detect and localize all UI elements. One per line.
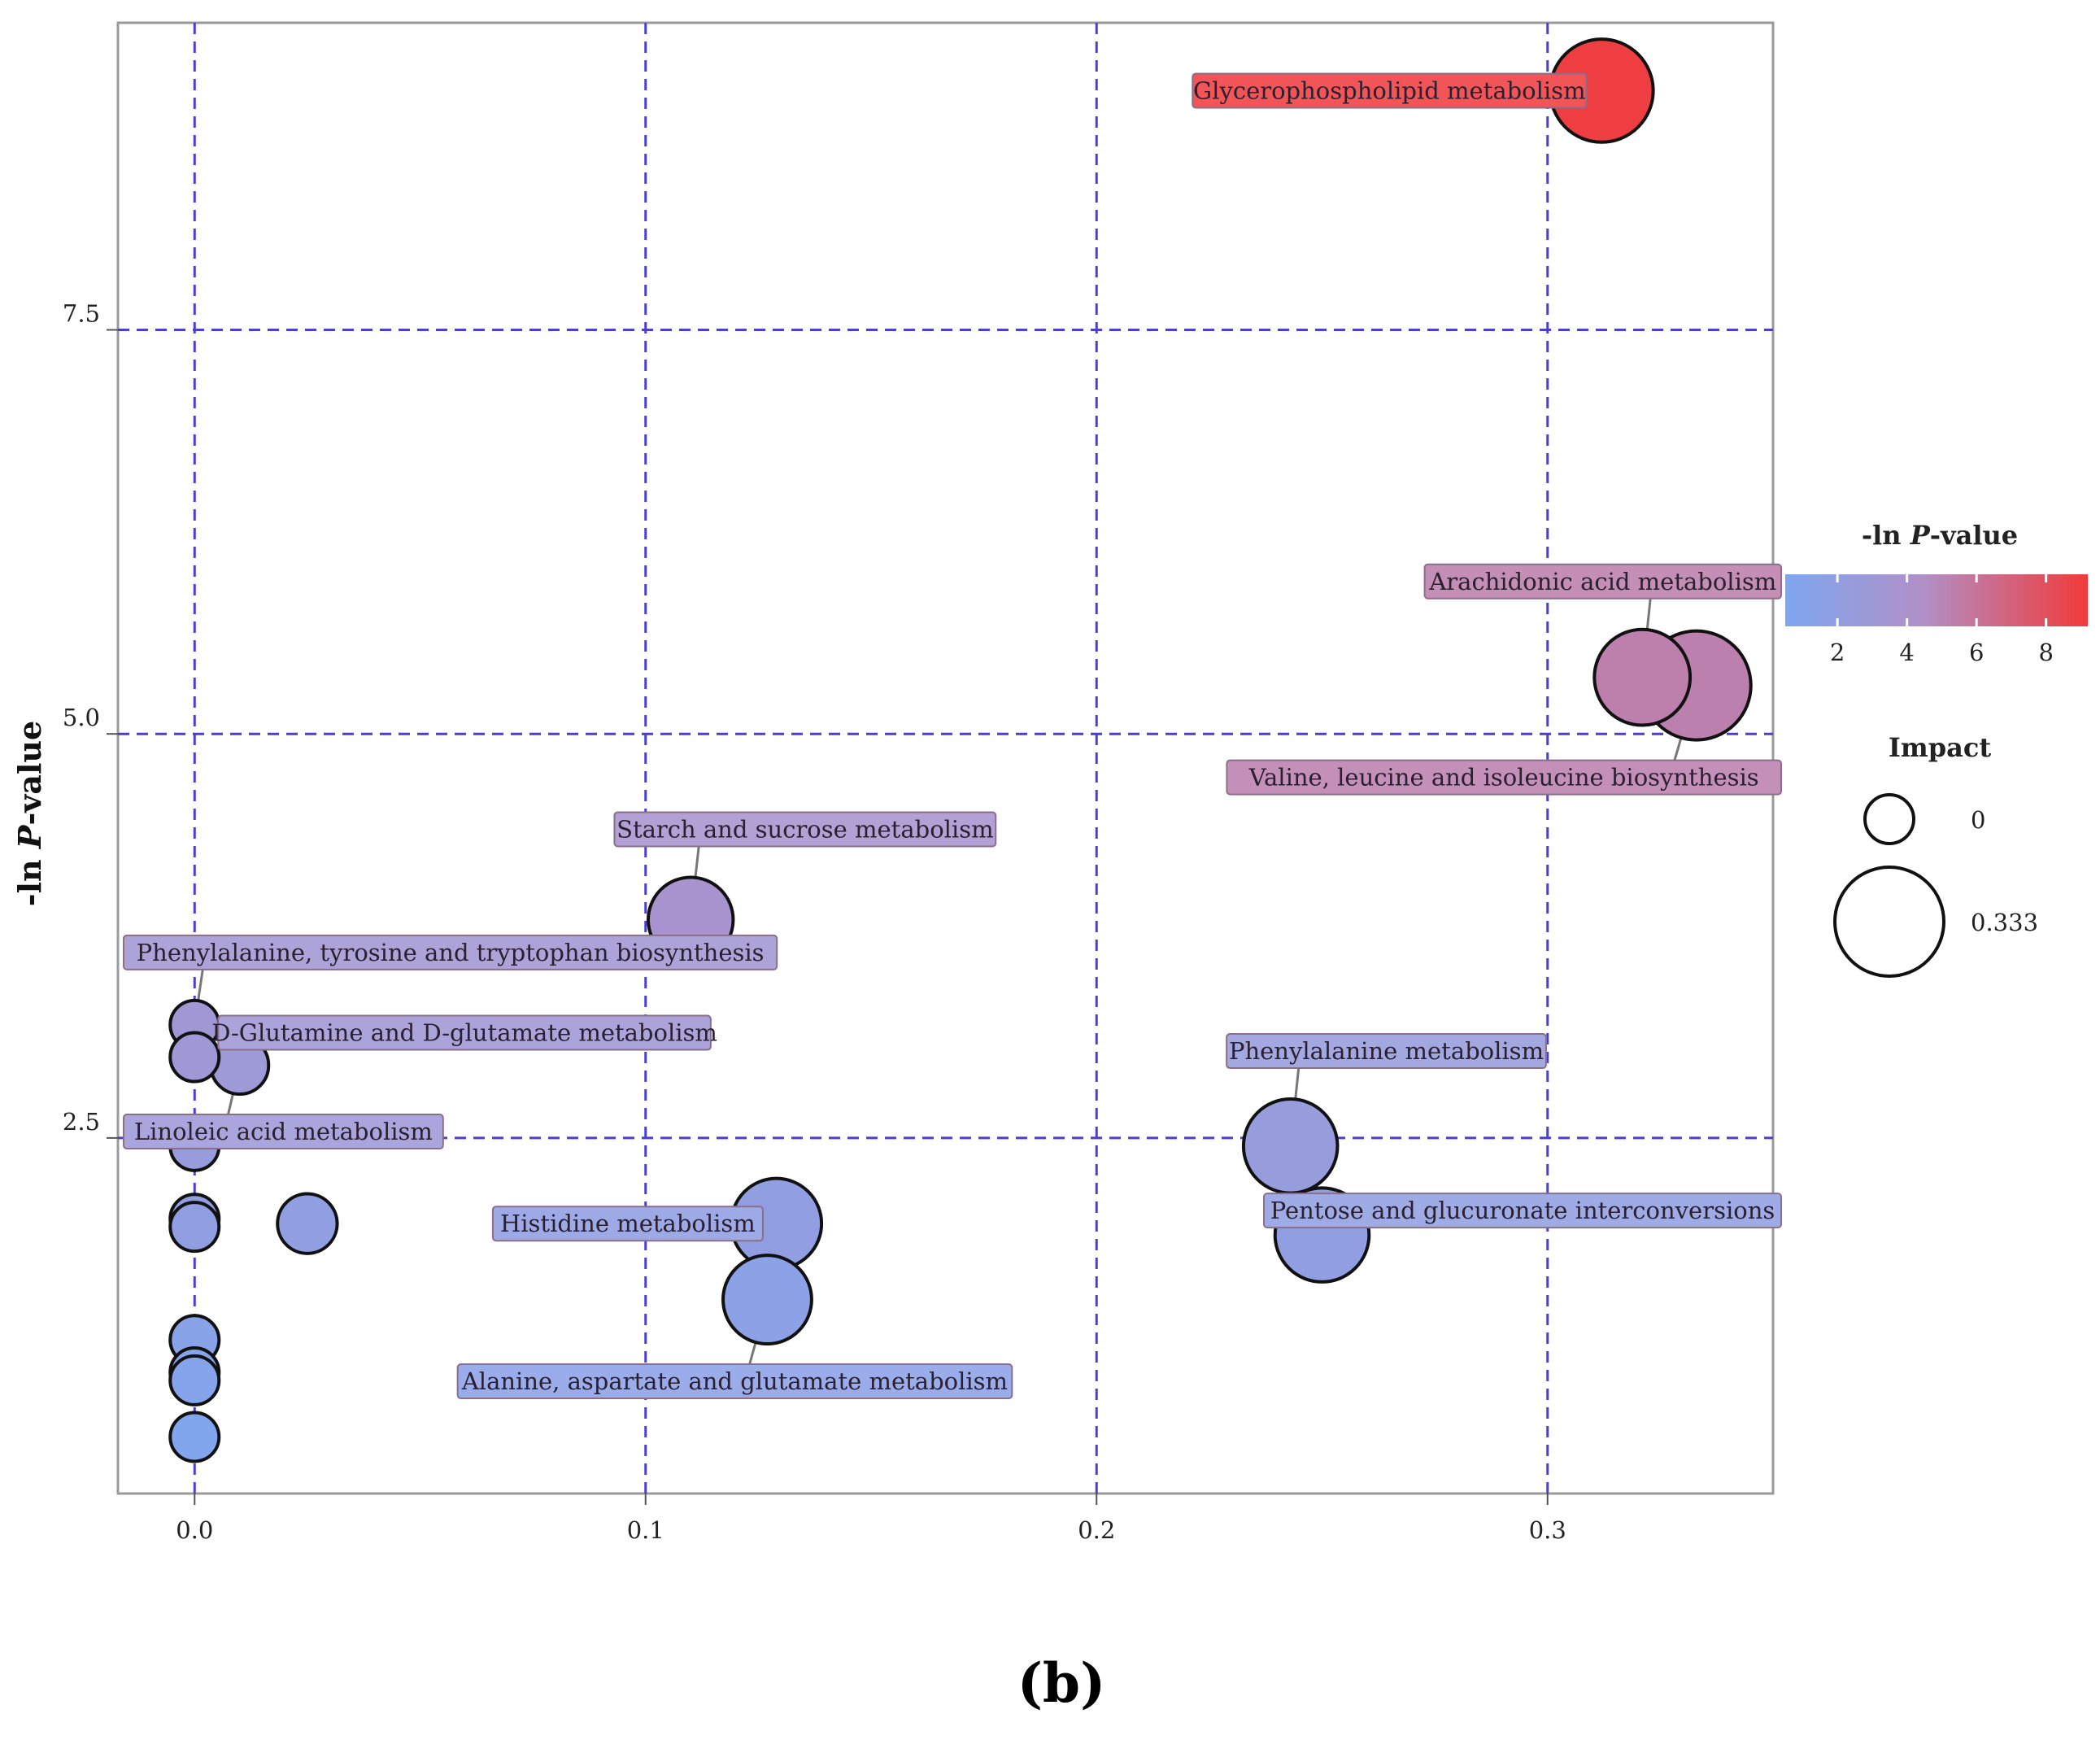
point-label: Histidine metabolism — [500, 1210, 756, 1237]
y-axis-title: -ln P-value — [11, 721, 48, 906]
data-point — [168, 1354, 221, 1406]
size-legend: Impact 0 0.333 — [1833, 732, 2038, 978]
colorbar-ticks: 2 4 6 8 — [1830, 574, 2054, 666]
size-legend-label: 0 — [1971, 806, 1985, 834]
point-label: Arachidonic acid metabolism — [1428, 568, 1776, 595]
colorbar-title-suffix: -value — [1930, 520, 2018, 551]
size-legend-circle — [1863, 793, 1915, 845]
colorbar-tick-label: 6 — [1969, 639, 1984, 666]
label-box — [491, 1206, 764, 1242]
data-point — [1241, 1097, 1340, 1195]
colorbar-bar — [1785, 574, 2088, 626]
x-tick-label: 0.0 — [176, 1516, 213, 1544]
data-point — [276, 1192, 339, 1255]
plot-frame — [116, 21, 1775, 1495]
data-point — [1592, 627, 1693, 727]
point-label: Pentose and glucuronate interconversions — [1270, 1197, 1775, 1224]
size-legend-circle — [1833, 866, 1945, 978]
data-point — [168, 1411, 221, 1463]
point-labels: Glycerophospholipid metabolism Arachidoni… — [123, 72, 1782, 1400]
point-label: Valine, leucine and isoleucine biosynthe… — [1248, 764, 1759, 792]
label-box — [1226, 759, 1782, 796]
size-legend-items: 0 0.333 — [1833, 793, 2038, 978]
point-label: Linoleic acid metabolism — [134, 1118, 433, 1145]
x-tick-label: 0.1 — [627, 1516, 664, 1544]
axis-ticks: 0.0 0.1 0.2 0.3 2.5 5.0 7.5 — [63, 299, 1566, 1544]
label-box — [123, 1114, 444, 1150]
y-tick-label: 2.5 — [63, 1108, 100, 1136]
colorbar-legend: -ln P-value 2 4 6 8 — [1785, 520, 2088, 666]
point-label: Alanine, aspartate and glutamate metabol… — [461, 1367, 1008, 1395]
colorbar-tick-label: 8 — [2038, 639, 2053, 666]
label-box — [613, 811, 997, 848]
colorbar-title-italic: P — [1910, 520, 1931, 551]
colorbar-title: -ln P-value — [1862, 520, 2018, 551]
label-box — [1263, 1193, 1782, 1229]
colorbar-tick-label: 4 — [1899, 639, 1914, 666]
colorbar-title-prefix: -ln — [1862, 520, 1910, 551]
panel-label: (b) — [1017, 1651, 1106, 1715]
data-points — [168, 37, 1753, 1463]
data-point — [721, 1254, 813, 1346]
y-axis-title-italic: P — [11, 824, 48, 849]
label-box — [1226, 1033, 1547, 1070]
colorbar-tick-label: 2 — [1830, 639, 1845, 666]
point-label: Phenylalanine, tyrosine and tryptophan b… — [137, 939, 765, 966]
y-axis-title-prefix: -ln — [11, 848, 48, 906]
y-tick-label: 5.0 — [63, 704, 100, 731]
size-legend-title: Impact — [1889, 732, 1991, 763]
data-point — [168, 1031, 221, 1084]
point-label: Starch and sucrose metabolism — [616, 815, 994, 843]
point-label: Phenylalanine metabolism — [1229, 1037, 1544, 1065]
label-box — [456, 1363, 1013, 1400]
point-label: Glycerophospholipid metabolism — [1193, 76, 1586, 104]
x-tick-label: 0.3 — [1529, 1516, 1566, 1544]
label-box — [1192, 72, 1588, 109]
y-tick-label: 7.5 — [63, 299, 100, 327]
x-tick-label: 0.2 — [1078, 1516, 1115, 1544]
point-label: D-Glutamine and D-glutamate metabolism — [211, 1019, 717, 1047]
y-axis-title-suffix: -value — [11, 721, 48, 826]
label-box — [123, 934, 778, 970]
label-box — [217, 1014, 712, 1051]
size-legend-label: 0.333 — [1971, 909, 2038, 936]
label-box — [1423, 563, 1782, 600]
data-point — [168, 1201, 221, 1254]
